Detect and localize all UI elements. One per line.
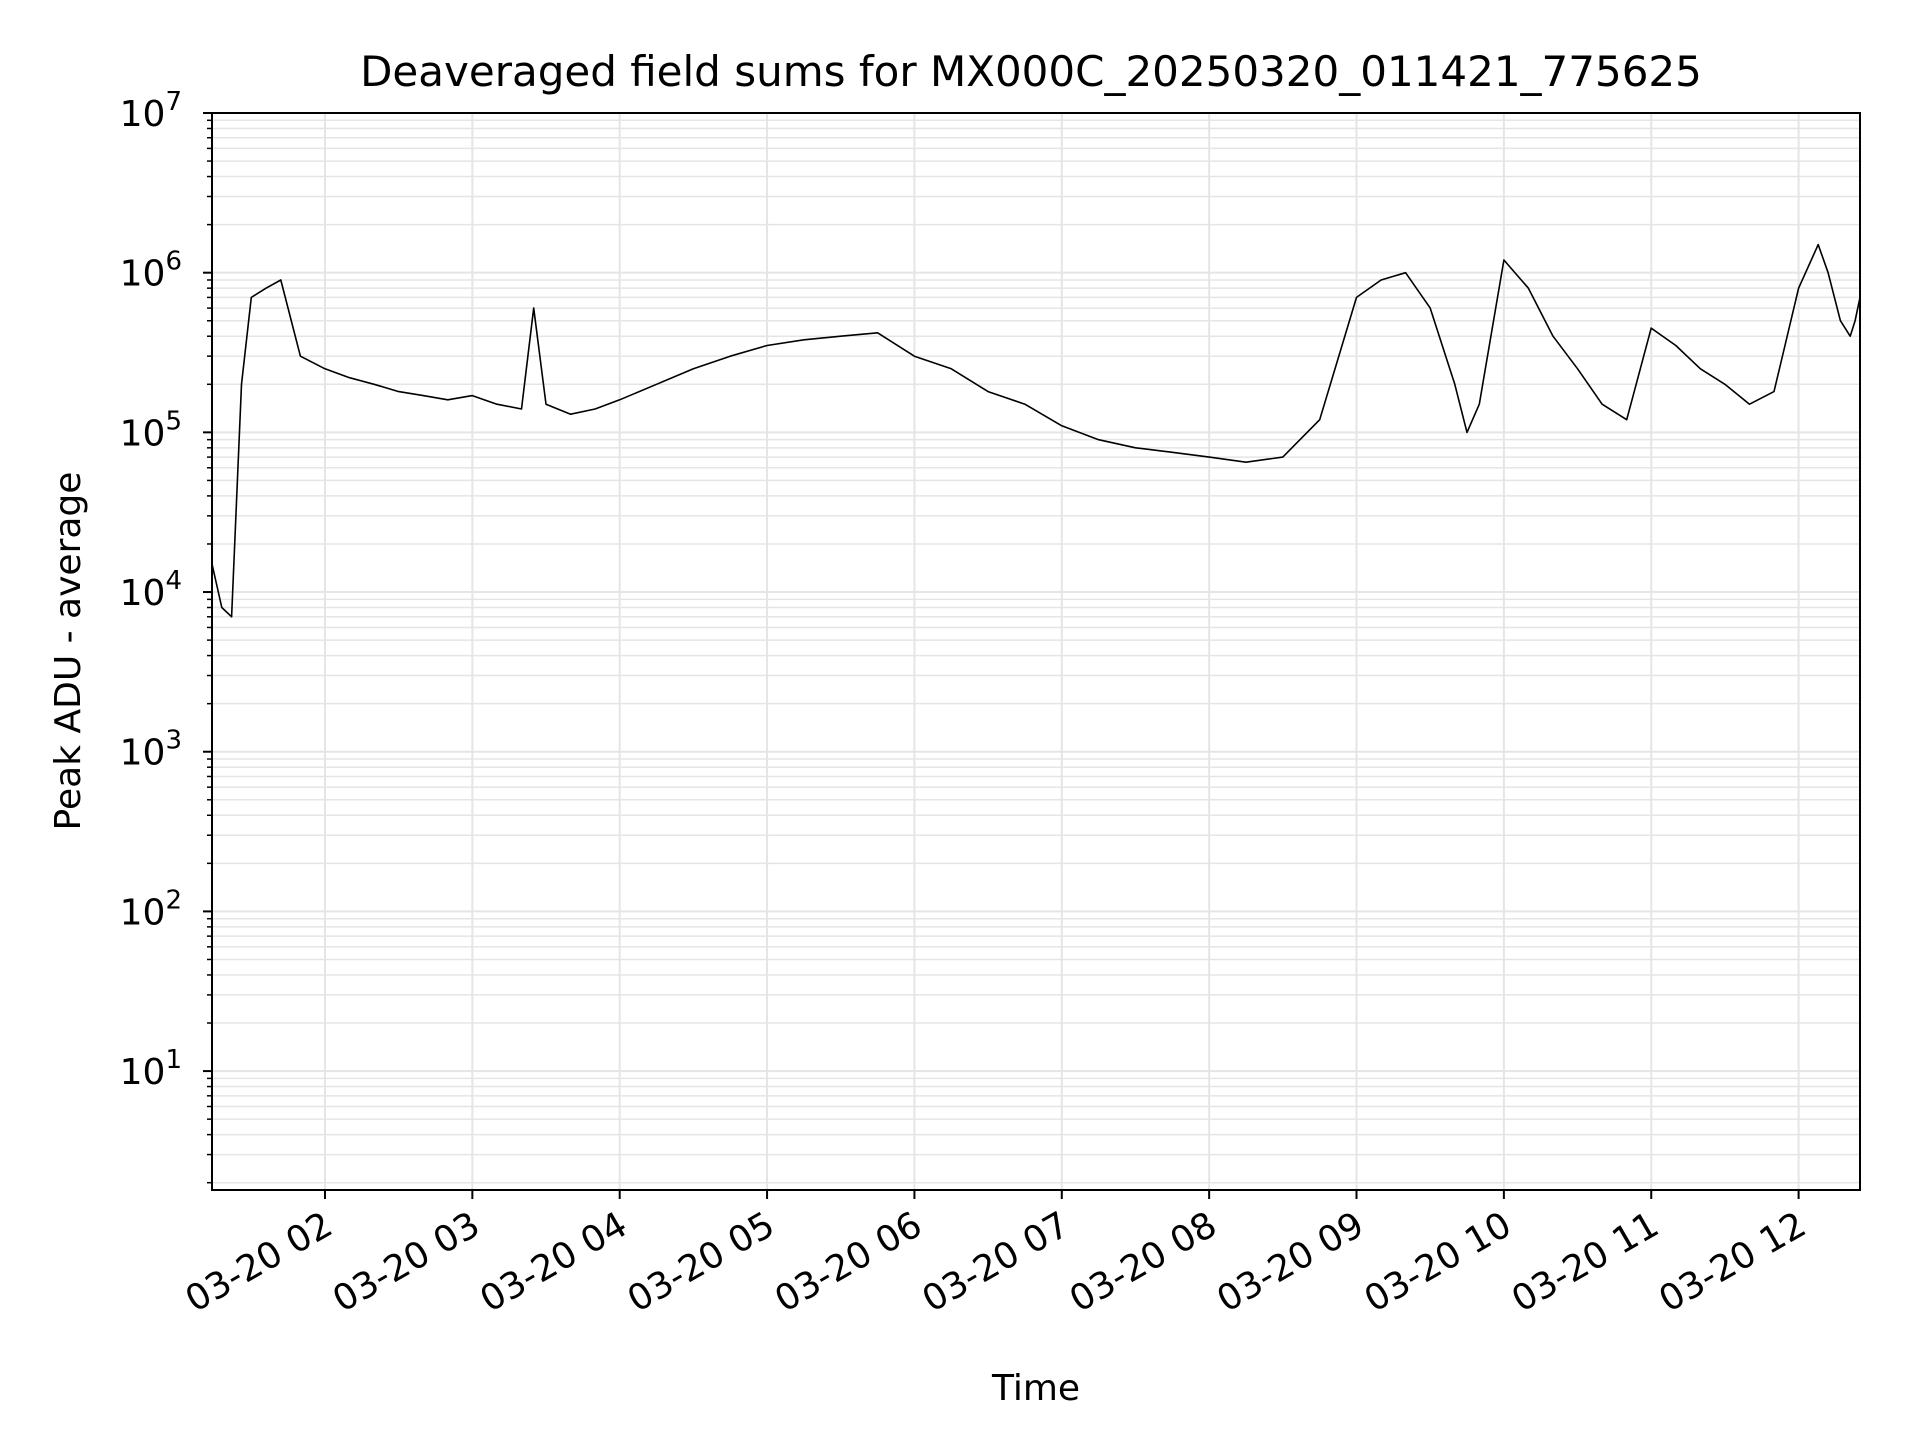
x-tick-label: 03-20 10 [1358,1204,1519,1320]
y-tick-label: 105 [120,406,182,454]
x-tick-label: 03-20 09 [1210,1204,1371,1320]
x-tick-label: 03-20 11 [1505,1204,1666,1320]
x-tick-label: 03-20 07 [916,1204,1077,1320]
plot-area [211,243,1861,618]
plot-frame [211,112,1861,1191]
x-tick-label: 03-20 03 [326,1204,487,1320]
y-axis: 101 102 103 104 105 106 107 [120,87,212,1184]
y-axis-label: Peak ADU - average [48,472,89,831]
y-tick-label: 101 [120,1045,182,1093]
x-tick-label: 03-20 05 [621,1204,782,1320]
chart-title: Deaveraged field sums for MX000C_2025032… [360,47,1702,96]
y-tick-label: 107 [120,87,182,135]
x-tick-label: 03-20 08 [1063,1204,1224,1320]
y-tick-label: 104 [120,566,182,614]
series-line [211,243,1861,618]
y-tick-label: 106 [120,247,182,295]
x-tick-label: 03-20 04 [474,1204,635,1320]
grid [212,112,1860,1190]
y-tick-label: 102 [120,885,182,933]
x-tick-label: 03-20 12 [1652,1204,1813,1320]
y-tick-label: 103 [120,726,182,774]
x-axis-label: Time [991,1368,1080,1409]
x-tick-label: 03-20 02 [179,1204,340,1320]
x-tick-label: 03-20 06 [768,1204,929,1320]
